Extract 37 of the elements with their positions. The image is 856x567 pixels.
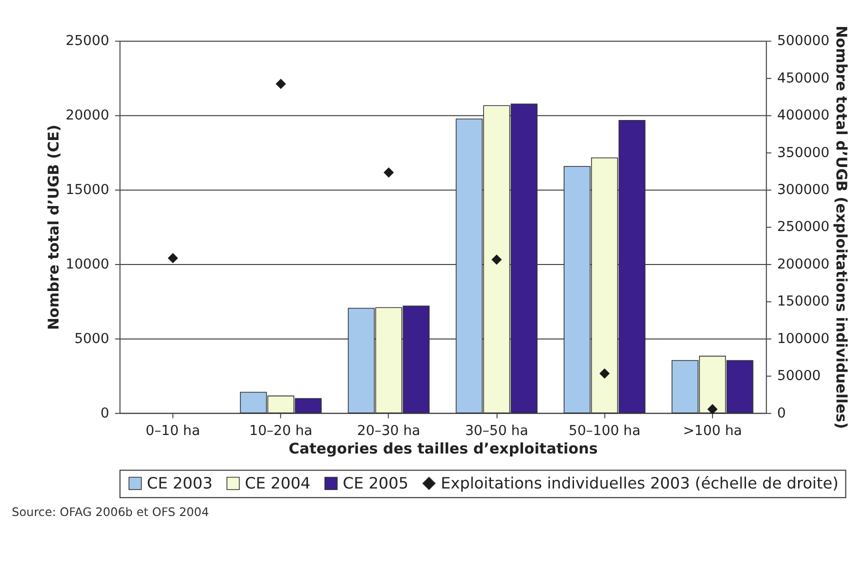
y-tick-label: 20000 [66, 108, 110, 124]
legend-label: CE 2004 [244, 473, 311, 492]
x-tick-label: 50–100 ha [568, 422, 641, 439]
y-tick-label: 10000 [66, 256, 110, 272]
source-note: Source: OFAG 2006b et OFS 2004 [12, 505, 209, 520]
y2-tick-label: 300000 [777, 182, 830, 198]
x-tick-label: 0–10 ha [146, 422, 200, 439]
y2-tick-label: 200000 [777, 256, 830, 272]
y2-tick-label: 500000 [777, 33, 830, 50]
y-tick-label: 5000 [74, 330, 110, 347]
y2-tick-label: 150000 [777, 294, 830, 310]
point [599, 368, 610, 379]
legend-label: CE 2005 [342, 473, 408, 492]
y-axis-title: Nombre total d’UGB (CE) [46, 124, 63, 330]
y2-tick-label: 100000 [777, 330, 830, 347]
legend-label: CE 2003 [146, 473, 213, 492]
y-tick-label: 25000 [66, 33, 110, 50]
point [276, 78, 286, 90]
y2-tick-label: 250000 [777, 219, 830, 236]
x-tick-label: >100 ha [682, 422, 742, 439]
x-axis-title: Categories des tailles d’exploitations [288, 440, 598, 458]
y-tick-label: 0 [100, 405, 110, 422]
x-tick-label: 20–30 ha [357, 422, 420, 439]
y2-tick-label: 350000 [777, 144, 830, 161]
x-tick-label: 30–50 ha [465, 422, 528, 439]
point [384, 167, 394, 178]
x-tick-label: 10–20 ha [249, 422, 312, 439]
y2-tick-label: 0 [777, 405, 786, 422]
point [492, 254, 502, 265]
point [707, 404, 718, 414]
y2-tick-label: 50000 [777, 368, 821, 384]
y2-axis-title: Nombre total d’UGB (exploitations individuelles) [832, 26, 850, 429]
legend-label: Exploitations individuelles 2003 (échelle de droite) [440, 473, 839, 492]
point [168, 252, 178, 264]
y-tick-label: 15000 [66, 182, 110, 198]
y2-tick-label: 400000 [777, 108, 830, 124]
y2-tick-label: 450000 [777, 70, 830, 86]
